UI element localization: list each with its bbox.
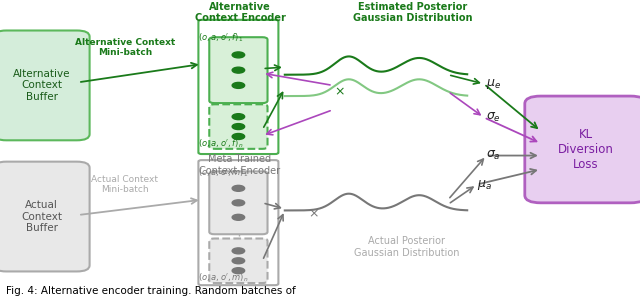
FancyBboxPatch shape bbox=[0, 30, 90, 140]
Circle shape bbox=[232, 258, 244, 264]
Text: $\mu_e$: $\mu_e$ bbox=[486, 77, 502, 91]
Circle shape bbox=[232, 268, 244, 274]
FancyBboxPatch shape bbox=[525, 96, 640, 203]
FancyBboxPatch shape bbox=[209, 104, 268, 149]
Text: $\mu_a$: $\mu_a$ bbox=[477, 178, 492, 192]
Circle shape bbox=[232, 248, 244, 254]
FancyBboxPatch shape bbox=[209, 239, 268, 283]
Text: $\sigma_a$: $\sigma_a$ bbox=[486, 149, 501, 162]
Text: Fig. 4: Alternative encoder training. Random batches of: Fig. 4: Alternative encoder training. Ra… bbox=[6, 286, 296, 296]
Text: KL
Diversion
Loss: KL Diversion Loss bbox=[557, 128, 614, 171]
Circle shape bbox=[232, 124, 244, 130]
Circle shape bbox=[232, 134, 244, 139]
Circle shape bbox=[232, 114, 244, 120]
Circle shape bbox=[232, 200, 244, 206]
Text: $(o,a,o',f)_1$: $(o,a,o',f)_1$ bbox=[198, 32, 244, 44]
Circle shape bbox=[232, 214, 244, 220]
Text: $\sigma_e$: $\sigma_e$ bbox=[486, 111, 501, 124]
Text: Alternative
Context Encoder: Alternative Context Encoder bbox=[195, 2, 285, 23]
Circle shape bbox=[232, 52, 244, 58]
Text: Alternative Context
Mini-batch: Alternative Context Mini-batch bbox=[75, 38, 175, 57]
Text: Meta Trained
Context Encoder: Meta Trained Context Encoder bbox=[200, 154, 280, 176]
Text: Actual
Context
Buffer: Actual Context Buffer bbox=[21, 200, 62, 233]
Text: $\times$: $\times$ bbox=[308, 207, 319, 220]
Text: $(o,a,o',m)_1$: $(o,a,o',m)_1$ bbox=[198, 166, 249, 178]
Text: $(o,a,o',f)_n$: $(o,a,o',f)_n$ bbox=[198, 137, 244, 149]
Text: $\times$: $\times$ bbox=[334, 85, 344, 98]
FancyBboxPatch shape bbox=[0, 162, 90, 271]
Text: Alternative
Context
Buffer: Alternative Context Buffer bbox=[13, 69, 70, 102]
Circle shape bbox=[232, 82, 244, 88]
Circle shape bbox=[232, 185, 244, 191]
FancyBboxPatch shape bbox=[209, 171, 268, 234]
Text: Actual Posterior
Gaussian Distribution: Actual Posterior Gaussian Distribution bbox=[354, 236, 459, 258]
Text: Estimated Posterior
Gaussian Distribution: Estimated Posterior Gaussian Distributio… bbox=[353, 2, 472, 23]
Text: Actual Context
Mini-batch: Actual Context Mini-batch bbox=[92, 175, 158, 194]
Text: $(o,a,o',m)_n$: $(o,a,o',m)_n$ bbox=[198, 271, 249, 284]
FancyBboxPatch shape bbox=[209, 37, 268, 103]
Circle shape bbox=[232, 67, 244, 73]
